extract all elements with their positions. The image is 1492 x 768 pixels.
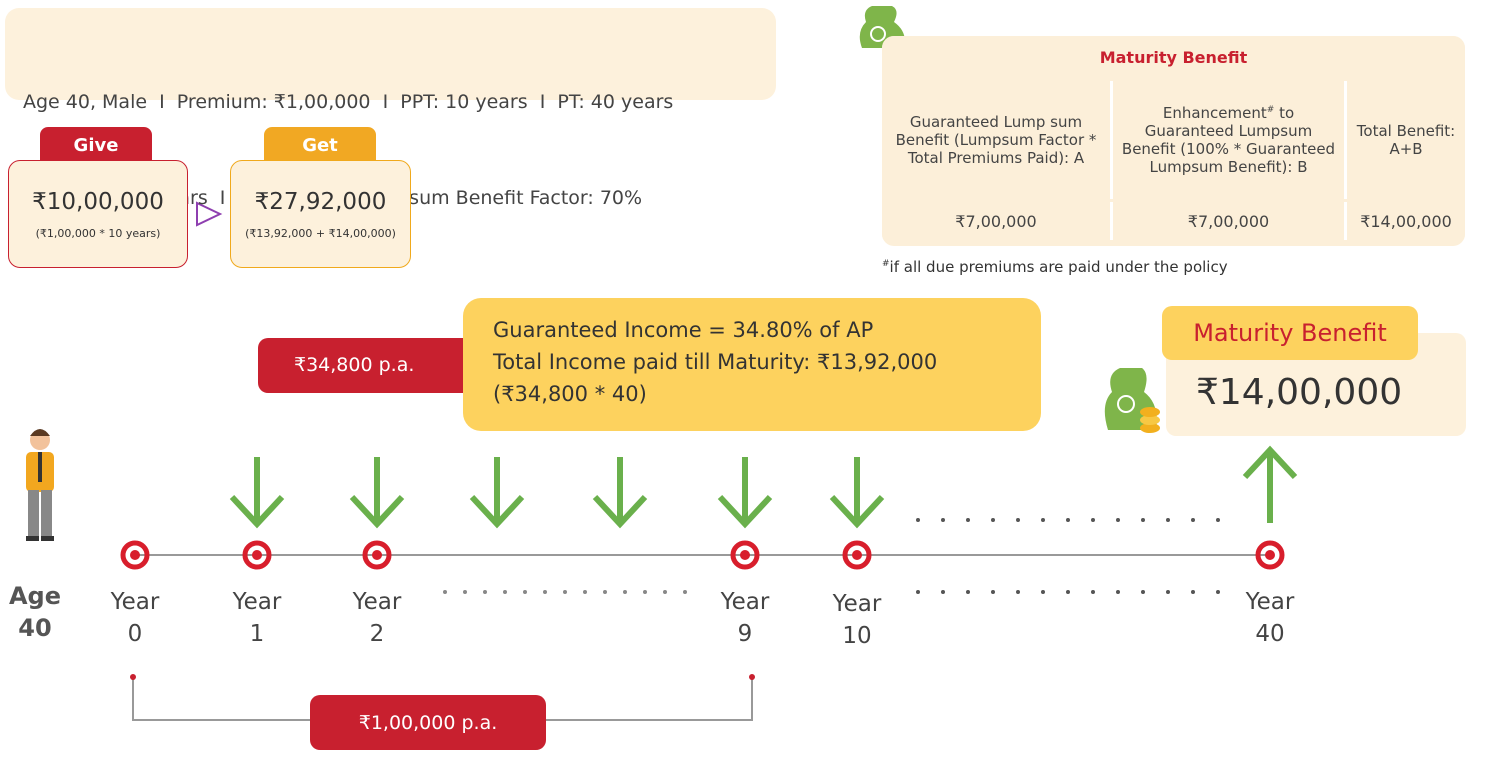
year-label: Year: [832, 591, 882, 617]
age-label: Age 40: [8, 580, 62, 644]
year-label: Year: [720, 589, 770, 615]
income-line: Guaranteed Income = 34.80% of AP: [493, 318, 874, 342]
year-label: Year: [1245, 589, 1295, 615]
table-title: Maturity Benefit: [882, 36, 1465, 78]
superscript: #: [1266, 105, 1275, 115]
year-label: Year: [352, 589, 402, 615]
give-amount: ₹10,00,000: [32, 188, 164, 215]
get-tab: Get: [264, 127, 376, 163]
year-number: 1: [249, 621, 265, 647]
age-text: Age: [8, 582, 62, 610]
arrow-triangle: [196, 201, 223, 227]
maturity-amount: ₹14,00,000: [1196, 372, 1403, 413]
table: Maturity Benefit Guaranteed Lump sum Ben…: [882, 36, 1465, 243]
year-label: Year 1: [217, 586, 297, 650]
year-number: 0: [127, 621, 143, 647]
income-badge: ₹34,800 p.a.: [258, 338, 476, 393]
maturity-tab: Maturity Benefit: [1162, 306, 1418, 360]
footnote: #if all due premiums are paid under the …: [882, 258, 1228, 276]
superscript: #: [882, 259, 890, 269]
give-tab: Give: [40, 127, 152, 163]
year-label: Year 2: [337, 586, 417, 650]
header-text: Enhancement: [1162, 104, 1267, 122]
up-arrow: [1242, 445, 1298, 523]
get-amount: ₹27,92,000: [254, 188, 387, 215]
table-header: Guaranteed Lump sum Benefit (Lumpsum Fac…: [882, 81, 1113, 199]
year-number: 10: [842, 623, 872, 649]
premium-badge: ₹1,00,000 p.a.: [310, 695, 546, 750]
year-label: Year 9: [705, 586, 785, 650]
down-arrows: [229, 457, 885, 529]
money-bag-icon: [1104, 368, 1160, 433]
timeline: [120, 518, 1285, 594]
benefit-table: Maturity Benefit Guaranteed Lump sum Ben…: [882, 36, 1465, 246]
year-number: 40: [1255, 621, 1285, 647]
table-cell: ₹14,00,000: [1347, 202, 1465, 240]
year-label: Year 0: [95, 586, 175, 650]
income-line: Total Income paid till Maturity: ₹13,92,…: [493, 350, 938, 374]
footnote-text: if all due premiums are paid under the p…: [889, 258, 1228, 276]
table-header: Total Benefit: A+B: [1347, 81, 1465, 199]
info-box: Age 40, Male I Premium: ₹1,00,000 I PPT:…: [5, 8, 776, 209]
year-label: Year 10: [817, 588, 897, 652]
give-note: (₹1,00,000 * 10 years): [35, 226, 161, 240]
give-card: ₹10,00,000 (₹1,00,000 * 10 years): [8, 160, 188, 268]
income-line: (₹34,800 * 40): [493, 382, 647, 406]
table-cell: ₹7,00,000: [1113, 202, 1347, 240]
info-line: Age 40, Male I Premium: ₹1,00,000 I PPT:…: [23, 91, 674, 113]
year-label: Year: [232, 589, 282, 615]
get-note: (₹13,92,000 + ₹14,00,000): [245, 226, 396, 240]
year-number: 9: [737, 621, 753, 647]
age-value: 40: [18, 614, 52, 642]
table-header: Enhancement# to Guaranteed Lumpsum Benef…: [1113, 81, 1347, 199]
header-text: to Guaranteed Lumpsum Benefit (100% * Gu…: [1121, 104, 1336, 176]
income-box: Guaranteed Income = 34.80% of AP Total I…: [463, 298, 1041, 431]
table-cell: ₹7,00,000: [882, 202, 1113, 240]
year-number: 2: [369, 621, 385, 647]
get-card: ₹27,92,000 (₹13,92,000 + ₹14,00,000): [230, 160, 411, 268]
year-label: Year 40: [1230, 586, 1310, 650]
year-label: Year: [110, 589, 160, 615]
person-icon: [26, 429, 54, 541]
